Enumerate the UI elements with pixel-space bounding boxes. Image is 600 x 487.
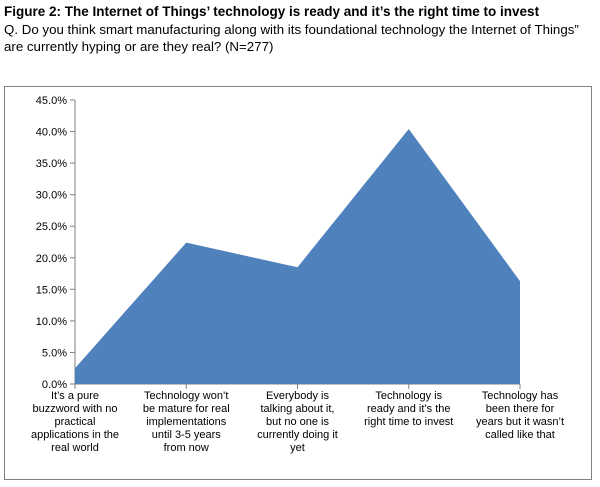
x-category-label: It’s a pure buzzword with no practical appl… xyxy=(31,390,119,454)
figure-title: Figure 2: The Internet of Things’ techno… xyxy=(4,4,540,19)
x-category-label: Technology is ready and it’s the right tim… xyxy=(364,390,453,428)
y-tick-label: 15.0% xyxy=(36,284,67,296)
chart-marks xyxy=(74,129,521,384)
x-category-label: Technology won’t be mature for real implem… xyxy=(143,390,230,454)
y-tick-label: 25.0% xyxy=(36,221,67,233)
x-category-label: Technology has been there for years but it… xyxy=(476,390,564,441)
y-axis-ticks: 0.0% 5.0% 10.0% 15.0% 20.0% 25.0% 30.0% 35.0% 40… xyxy=(36,95,75,391)
y-tick-label: 10.0% xyxy=(36,316,67,328)
y-tick-label: 0.0% xyxy=(42,379,67,391)
y-tick-label: 45.0% xyxy=(36,95,67,107)
area-series xyxy=(75,129,520,384)
y-tick-label: 40.0% xyxy=(36,127,67,139)
x-category-label: Everybody is talking about it, but no one … xyxy=(257,390,338,454)
chart-frame: 0.0% 5.0% 10.0% 15.0% 20.0% 25.0% 30.0% 35.0% 40… xyxy=(4,86,592,480)
y-tick-label: 5.0% xyxy=(42,347,67,359)
y-tick-label: 35.0% xyxy=(36,158,67,170)
y-tick-label: 30.0% xyxy=(36,190,67,202)
survey-question: Q. Do you think smart manufacturing alon… xyxy=(4,22,579,54)
area-chart: 0.0% 5.0% 10.0% 15.0% 20.0% 25.0% 30.0% 35.0% 40… xyxy=(31,95,564,454)
x-axis-categories: It’s a pure buzzword with no practical appl… xyxy=(31,384,564,454)
y-tick-label: 20.0% xyxy=(36,253,67,265)
